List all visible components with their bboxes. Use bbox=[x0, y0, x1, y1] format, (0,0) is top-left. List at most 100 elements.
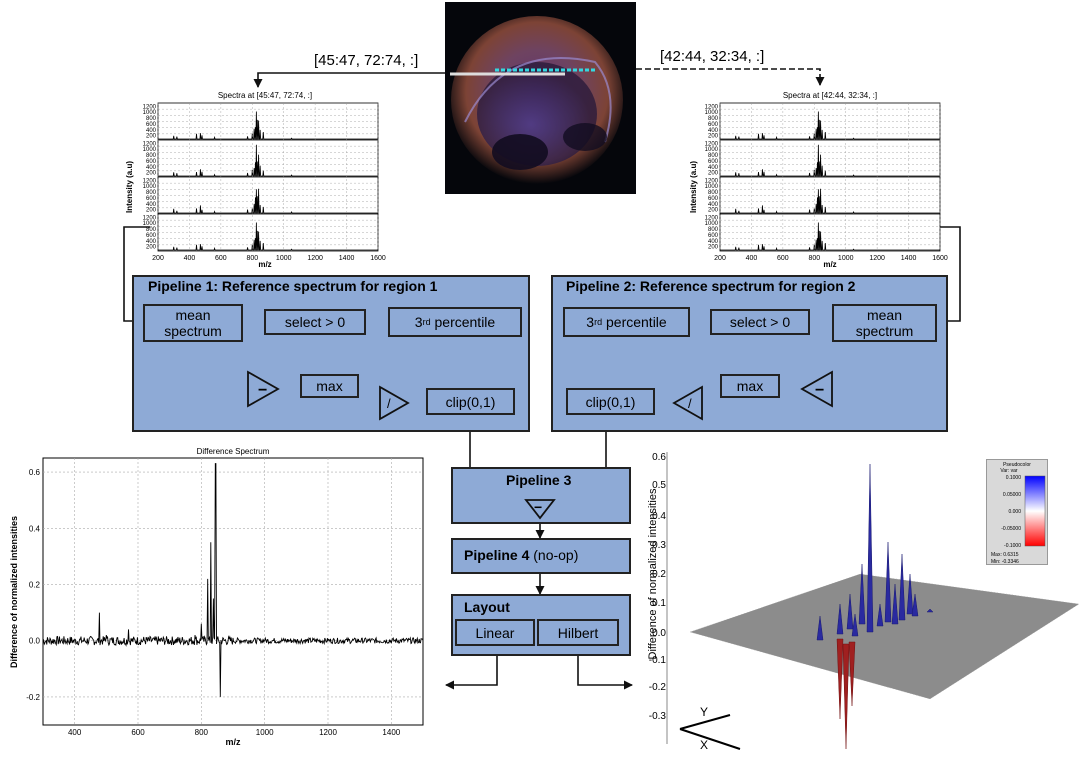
spectrum-ytick: 1200 bbox=[143, 141, 157, 147]
spectrum-ytick: 200 bbox=[146, 171, 157, 177]
p1-divide-sign: / bbox=[387, 396, 391, 411]
diff-chart-title: Difference Spectrum bbox=[197, 447, 270, 456]
spectrum-ytick: 1000 bbox=[143, 147, 157, 153]
diff-ytick: 0.0 bbox=[29, 637, 41, 646]
spectrum-ytick: 1200 bbox=[705, 178, 719, 184]
spectrum-xtick: 800 bbox=[246, 255, 258, 262]
p1-select-positive[interactable]: select > 0 bbox=[264, 309, 366, 335]
p2-subtract-op[interactable]: − bbox=[800, 370, 834, 408]
pipeline-2 bbox=[551, 275, 948, 432]
spectrum-ytick: 200 bbox=[708, 134, 719, 140]
p1-pct-word: percentile bbox=[434, 314, 496, 330]
spectrum-ytick: 600 bbox=[146, 196, 157, 202]
pipeline-2-title: Pipeline 2: Reference spectrum for regio… bbox=[566, 278, 856, 294]
spectrum-xtick: 1600 bbox=[932, 255, 948, 262]
p1-subtract-sign: − bbox=[258, 382, 267, 399]
pipeline-4-label: Pipeline 4 (no-op) bbox=[464, 547, 578, 563]
spectrum-ytick: 1200 bbox=[143, 104, 157, 110]
spectrum-trace bbox=[720, 111, 940, 140]
layout-hilbert[interactable]: Hilbert bbox=[537, 619, 619, 646]
spectrum-ytick: 200 bbox=[708, 245, 719, 251]
surface-ztick: -0.2 bbox=[649, 682, 667, 693]
p1-subtract-op[interactable]: − bbox=[246, 370, 280, 408]
spectrum-ytick: 1000 bbox=[143, 221, 157, 227]
surface-ztick: 0.5 bbox=[652, 480, 666, 491]
spectra-left-panels: 1200100080060040020012001000800600400200… bbox=[143, 102, 386, 262]
diff-line bbox=[42, 463, 424, 697]
spectrum-trace bbox=[720, 222, 940, 251]
surface-ztick: 0.0 bbox=[652, 628, 666, 639]
spectrum-ytick: 200 bbox=[708, 171, 719, 177]
legend-tick: 0.000 bbox=[1008, 509, 1021, 515]
spectrum-ytick: 800 bbox=[146, 227, 157, 233]
p1-mean-spectrum[interactable]: mean spectrum bbox=[143, 304, 243, 342]
spectrum-trace bbox=[720, 144, 940, 177]
surface-positive-spike bbox=[884, 541, 892, 623]
spectra-right-xlabel: m/z bbox=[823, 260, 836, 269]
pipeline-4-note: (no-op) bbox=[533, 547, 579, 563]
spectrum-trace bbox=[158, 188, 378, 214]
p2-select-positive[interactable]: select > 0 bbox=[710, 309, 810, 335]
pipeline-1-title: Pipeline 1: Reference spectrum for regio… bbox=[148, 278, 438, 294]
p2-max[interactable]: max bbox=[720, 374, 780, 398]
surface-negative-spike bbox=[848, 641, 856, 707]
spectra-left-title: Spectra at [45:47, 72:74, :] bbox=[218, 91, 312, 100]
p3-subtract-sign: − bbox=[534, 499, 542, 515]
p2-clip[interactable]: clip(0,1) bbox=[566, 388, 655, 415]
legend-colorbar bbox=[1024, 475, 1046, 547]
p1-divide-op[interactable]: / bbox=[378, 385, 410, 421]
spectrum-trace bbox=[158, 111, 378, 140]
legend-tick: 0.05000 bbox=[1003, 492, 1021, 498]
p2-divide-sign: / bbox=[688, 396, 692, 411]
surface-ztick: 0.2 bbox=[652, 569, 666, 580]
p1-clip[interactable]: clip(0,1) bbox=[426, 388, 515, 415]
p2-mean-spectrum[interactable]: mean spectrum bbox=[832, 304, 937, 342]
surface-positive-spike bbox=[851, 613, 859, 637]
diff-ytick: -0.2 bbox=[26, 693, 40, 702]
spectrum-ytick: 600 bbox=[146, 159, 157, 165]
spectrum-ytick: 800 bbox=[708, 116, 719, 122]
p3-subtract-op[interactable]: − bbox=[524, 498, 556, 520]
surface-spikes bbox=[816, 463, 934, 750]
left-slice-label: [45:47, 72:74, :] bbox=[312, 52, 421, 69]
p2-subtract-sign: − bbox=[815, 382, 824, 399]
surface-ztick: -0.3 bbox=[649, 711, 667, 722]
pipeline-4[interactable] bbox=[451, 538, 631, 574]
p2-divide-op[interactable]: / bbox=[672, 385, 704, 421]
surface-plot: Difference of normalized intensities 0.6… bbox=[640, 444, 1079, 755]
difference-spectrum-chart: Difference Spectrum Difference of normal… bbox=[0, 444, 440, 755]
spectrum-xtick: 1400 bbox=[901, 255, 917, 262]
legend-var: Var: var bbox=[1000, 468, 1017, 474]
surface-positive-spike bbox=[876, 603, 884, 627]
diff-xtick: 1000 bbox=[256, 728, 274, 737]
diff-xtick: 800 bbox=[195, 728, 209, 737]
spectra-left-ylabel: Intensity (a.u) bbox=[125, 161, 134, 213]
spectrum-ytick: 800 bbox=[708, 190, 719, 196]
surface-floor bbox=[690, 574, 1079, 699]
surface-positive-spike bbox=[836, 603, 844, 635]
spectrum-ytick: 200 bbox=[146, 245, 157, 251]
spectra-right: Spectra at [42:44, 32:34, :] Intensity (… bbox=[682, 89, 952, 269]
diff-xtick: 1200 bbox=[319, 728, 337, 737]
spectrum-ytick: 600 bbox=[146, 122, 157, 128]
surface-positive-spike bbox=[866, 463, 874, 633]
diff-chart-xlabel: m/z bbox=[225, 737, 241, 747]
spectrum-ytick: 400 bbox=[708, 239, 719, 245]
spectrum-ytick: 1200 bbox=[705, 215, 719, 221]
surface-negative-spike bbox=[836, 638, 844, 720]
spectrum-ytick: 400 bbox=[146, 202, 157, 208]
surface-y-axis bbox=[679, 714, 731, 730]
spectra-left-xlabel: m/z bbox=[258, 260, 271, 269]
diff-ytick: 0.6 bbox=[29, 468, 41, 477]
layout-linear[interactable]: Linear bbox=[455, 619, 535, 646]
spectrum-ytick: 200 bbox=[146, 134, 157, 140]
spectrum-xtick: 1600 bbox=[370, 255, 386, 262]
surface-positive-spike bbox=[926, 608, 934, 613]
p1-max[interactable]: max bbox=[300, 374, 359, 398]
spectrum-ytick: 800 bbox=[708, 153, 719, 159]
spectrum-ytick: 1000 bbox=[143, 184, 157, 190]
surface-axis-x-label: X bbox=[700, 738, 708, 752]
spectrum-ytick: 800 bbox=[708, 227, 719, 233]
